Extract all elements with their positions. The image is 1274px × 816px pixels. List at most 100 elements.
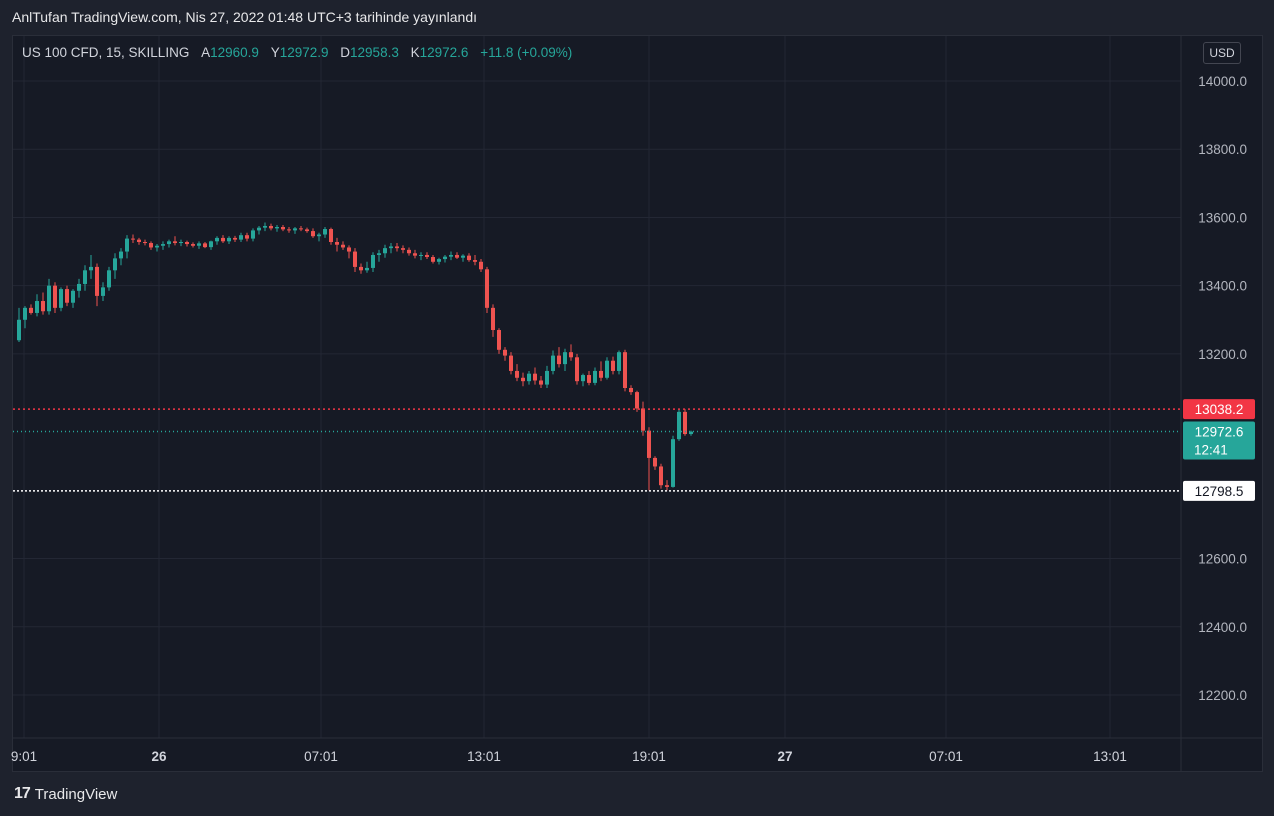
candle-body xyxy=(113,258,117,271)
candle-body xyxy=(47,285,51,312)
legend-change-value: +11.8 (+0.09%) xyxy=(480,45,573,60)
x-tick-label: 07:01 xyxy=(929,749,963,764)
candle-body xyxy=(143,242,147,244)
candle-body xyxy=(125,238,129,252)
x-tick-label: 07:01 xyxy=(304,749,338,764)
candle-body xyxy=(71,290,75,303)
y-tick-label: 12200.0 xyxy=(1198,688,1247,703)
candle-body xyxy=(173,241,177,244)
legend-high-value: 12972.9 xyxy=(279,45,329,60)
candle-body xyxy=(401,248,405,250)
candle-body xyxy=(569,352,573,358)
y-tick-label: 13200.0 xyxy=(1198,347,1247,362)
price-label-value: 12798.5 xyxy=(1195,484,1244,499)
candle-body xyxy=(137,239,141,243)
y-tick-label: 13400.0 xyxy=(1198,279,1247,294)
legend-high-label: Y xyxy=(270,45,280,60)
currency-button[interactable]: USD xyxy=(1203,42,1241,64)
y-tick-label: 14000.0 xyxy=(1198,74,1247,89)
candle-body xyxy=(521,377,525,382)
tradingview-logo-icon: 17 xyxy=(14,785,31,802)
y-tick-label: 13600.0 xyxy=(1198,210,1247,225)
candle-body xyxy=(233,237,237,240)
candle-body xyxy=(59,289,63,308)
candle-body xyxy=(353,251,357,267)
candle-body xyxy=(467,255,471,261)
candle-body xyxy=(179,242,183,244)
candle-body xyxy=(155,245,159,248)
legend-close-label: K xyxy=(410,45,420,60)
candle-body xyxy=(641,408,645,431)
candle-body xyxy=(635,392,639,409)
candle-body xyxy=(605,360,609,378)
x-tick-label: 9:01 xyxy=(11,749,37,764)
candle-body xyxy=(395,246,399,249)
legend-open-label: A xyxy=(201,45,211,60)
candle-body xyxy=(215,237,219,242)
candle-body xyxy=(545,370,549,385)
candle-body xyxy=(551,355,555,371)
legend-open-value: 12960.9 xyxy=(210,45,259,60)
candle-body xyxy=(107,270,111,288)
y-tick-label: 12600.0 xyxy=(1198,552,1247,567)
candle-body xyxy=(455,254,459,258)
candle-body xyxy=(191,244,195,246)
footer-brand[interactable]: 17 TradingView xyxy=(14,785,117,803)
candle-body xyxy=(257,227,261,231)
candle-body xyxy=(671,439,675,487)
candle-body xyxy=(95,266,99,296)
y-tick-label: 13800.0 xyxy=(1198,142,1247,157)
legend-low-label: D xyxy=(340,45,351,60)
candle-body xyxy=(587,375,591,383)
candle-body xyxy=(35,301,39,313)
candle-body xyxy=(407,249,411,254)
candle-body xyxy=(683,411,687,435)
candle-body xyxy=(101,287,105,296)
candle-body xyxy=(575,357,579,382)
candle-body xyxy=(563,352,567,365)
candle-body xyxy=(503,349,507,356)
candle-body xyxy=(647,430,651,458)
price-label-box xyxy=(1183,421,1255,460)
candle-body xyxy=(275,226,279,229)
candle-body xyxy=(245,235,249,239)
price-label-value: 12972.6 xyxy=(1195,424,1244,439)
candle-body xyxy=(437,259,441,262)
candle-body xyxy=(263,225,267,228)
candle-body xyxy=(239,235,243,240)
candle-body xyxy=(305,229,309,232)
candle-body xyxy=(593,370,597,383)
candle-body xyxy=(203,243,207,248)
candle-body xyxy=(269,225,273,229)
candle-body xyxy=(659,466,663,486)
candle-body xyxy=(383,248,387,254)
candle-body xyxy=(287,229,291,231)
candle-body xyxy=(329,229,333,243)
x-tick-label: 13:01 xyxy=(467,749,501,764)
candle-body xyxy=(17,319,21,341)
candle-body xyxy=(617,352,621,371)
candle-body xyxy=(185,242,189,245)
x-tick-label: 27 xyxy=(777,749,792,764)
legend-close-value: 12972.6 xyxy=(419,45,469,60)
candle-body xyxy=(461,255,465,258)
candle-body xyxy=(665,485,669,487)
candle-body xyxy=(197,243,201,246)
candle-body xyxy=(431,257,435,262)
candle-body xyxy=(479,261,483,270)
candle-body xyxy=(629,388,633,393)
price-label-countdown: 12:41 xyxy=(1194,442,1228,457)
candle-body xyxy=(53,285,57,308)
candle-body xyxy=(389,246,393,249)
candle-body xyxy=(89,266,93,271)
candle-body xyxy=(341,244,345,248)
candle-body xyxy=(65,289,69,303)
candle-body xyxy=(443,256,447,260)
candle-body xyxy=(419,254,423,256)
x-tick-label: 19:01 xyxy=(632,749,666,764)
candle-body xyxy=(335,242,339,245)
candle-body xyxy=(413,253,417,256)
candle-body xyxy=(77,283,81,291)
y-tick-label: 12400.0 xyxy=(1198,620,1247,635)
